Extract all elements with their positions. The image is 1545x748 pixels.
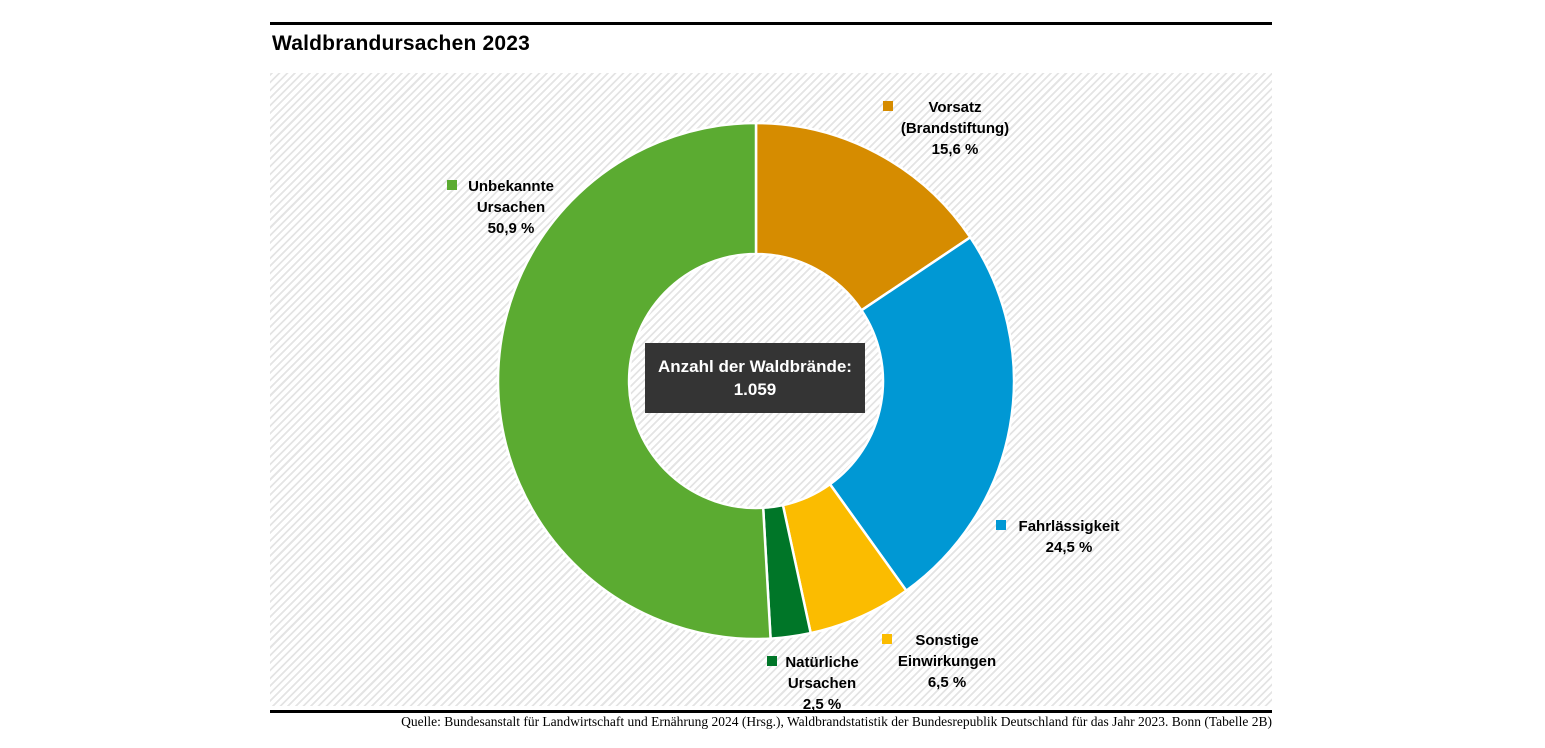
callout-line: Natürliche: [785, 654, 859, 671]
callout-value: 15,6 %: [931, 141, 979, 158]
callout-sonstige-einwirkungen: Sonstige Einwirkungen 6,5 %: [882, 630, 1007, 693]
legend-marker-fahrlaessigkeit-icon: [996, 520, 1006, 530]
callout-natuerliche-ursachen: Natürliche Ursachen 2,5 %: [767, 652, 872, 715]
donut-segment-vorsatz-brandstiftung: [754, 121, 972, 312]
callout-line: Unbekannte: [468, 178, 554, 195]
callout-line: Sonstige: [915, 632, 979, 649]
center-total-label: Anzahl der Waldbrände:: [658, 357, 852, 376]
callout-vorsatz-brandstiftung: Vorsatz (Brandstiftung) 15,6 %: [883, 97, 1020, 160]
callout-line: Einwirkungen: [897, 653, 997, 670]
callout-line: (Brandstiftung): [900, 120, 1010, 137]
legend-marker-sonstige-icon: [882, 634, 892, 644]
callout-line: Vorsatz: [928, 99, 982, 116]
source-caption: Quelle: Bundesanstalt für Landwirtschaft…: [401, 714, 1272, 729]
top-rule-divider: [270, 22, 1272, 25]
callout-value: 6,5 %: [927, 674, 967, 691]
legend-marker-vorsatz-icon: [883, 101, 893, 111]
callout-line: Ursachen: [787, 675, 857, 692]
callout-line: Fahrlässigkeit: [1018, 518, 1120, 535]
bottom-rule-divider: [270, 710, 1272, 713]
callout-line: Ursachen: [476, 199, 546, 216]
donut-segment-unbekannte-ursachen: [496, 121, 772, 641]
callout-fahrlaessigkeit: Fahrlässigkeit 24,5 %: [996, 516, 1134, 558]
chart-panel: Vorsatz (Brandstiftung) 15,6 % Fahrlässi…: [270, 73, 1272, 713]
callout-value: 2,5 %: [802, 696, 842, 713]
donut-chart: [496, 121, 1016, 641]
center-total-value: 1.059: [733, 380, 777, 399]
callout-unbekannte-ursachen: Unbekannte Ursachen 50,9 %: [447, 176, 571, 239]
callout-value: 50,9 %: [487, 220, 535, 237]
legend-marker-natuerliche-icon: [767, 656, 777, 666]
donut-segment-fahrlaessigkeit: [828, 236, 1016, 592]
page-title: Waldbrandursachen 2023: [272, 32, 531, 55]
callout-value: 24,5 %: [1045, 539, 1093, 556]
center-total-box: Anzahl der Waldbrände: 1.059: [645, 343, 865, 413]
legend-marker-unbekannte-icon: [447, 180, 457, 190]
